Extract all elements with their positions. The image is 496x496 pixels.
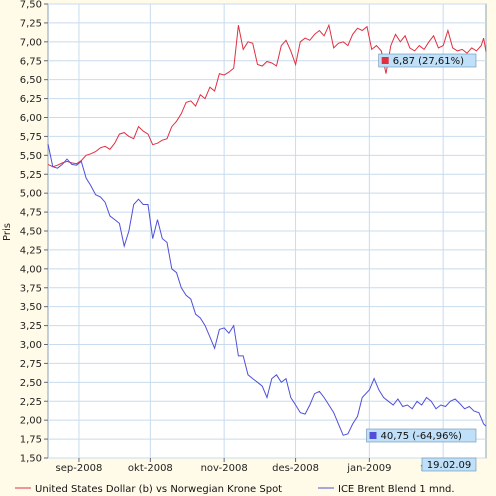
y-tick-label: 7,25 — [20, 18, 42, 29]
y-tick-label: 3,25 — [20, 321, 42, 332]
y-tick-label: 6,00 — [20, 113, 42, 124]
end-badge-box-1 — [366, 428, 477, 443]
x-tick-label: sep-2008 — [56, 463, 103, 474]
y-tick-label: 3,00 — [20, 340, 42, 351]
y-tick-label: 5,00 — [20, 189, 42, 200]
legend-label-usd-nok: United States Dollar (b) vs Norwegian Kr… — [35, 484, 282, 495]
x-tick-label: nov-2008 — [201, 463, 248, 474]
y-tick-label: 6,25 — [20, 94, 42, 105]
x-tick-label: des-2008 — [272, 463, 319, 474]
y-tick-label: 4,25 — [20, 245, 42, 256]
series-line-0 — [47, 23, 487, 168]
y-tick-label: 5,25 — [20, 170, 42, 181]
series-layer — [47, 23, 487, 436]
x-tick-label: jan-2009 — [346, 463, 391, 474]
end-date-badge-box — [421, 457, 477, 472]
y-tick-label: 1,75 — [20, 435, 42, 446]
end-badge-label-0: 6,87 (27,61%) — [393, 56, 464, 67]
y-tick-label: 5,50 — [20, 151, 42, 162]
y-tick-label: 2,00 — [20, 416, 42, 427]
y-tick-label: 2,25 — [20, 397, 42, 408]
end-badge-swatch-1 — [369, 432, 377, 439]
legend: United States Dollar (b) vs Norwegian Kr… — [15, 484, 455, 495]
end-date-badge: 19.02.09 — [421, 457, 477, 472]
y-tick-label: 4,50 — [20, 227, 42, 238]
end-badge-label-1: 40,75 (-64,96%) — [381, 431, 462, 442]
series-line-1 — [47, 143, 487, 436]
y-tick-label: 3,50 — [20, 302, 42, 313]
y-tick-label: 3,75 — [20, 283, 42, 294]
y-tick-label: 5,75 — [20, 132, 42, 143]
x-axis-ticks: sep-2008 okt-2008 nov-2008 des-2008 jan-2009… — [56, 458, 466, 474]
y-tick-label: 1,50 — [20, 454, 42, 465]
y-tick-label: 4,75 — [20, 208, 42, 219]
grid-lines — [48, 3, 486, 459]
y-tick-label: 6,50 — [20, 75, 42, 86]
y-tick-label: 2,75 — [20, 359, 42, 370]
y-tick-label: 7,00 — [20, 37, 42, 48]
end-badge-swatch-0 — [381, 57, 389, 64]
end-date-label: 19.02.09 — [427, 460, 472, 471]
y-tick-label: 4,00 — [20, 264, 42, 275]
y-axis-ticks: 7,50 7,25 7,00 6,75 6,50 6,25 6,00 5,75 5,50 5,25… — [20, 0, 48, 465]
y-tick-label: 2,50 — [20, 378, 42, 389]
y-tick-label: 6,75 — [20, 56, 42, 67]
x-tick-label: okt-2008 — [128, 463, 173, 474]
end-value-badges: 6,87 (27,61%) 40,75 (-64,96%) — [366, 53, 477, 443]
end-badge-box-0 — [378, 53, 477, 68]
y-axis-label: Pris — [2, 223, 13, 241]
y-tick-label: 7,50 — [20, 0, 42, 11]
legend-label-brent: ICE Brent Blend 1 mnd. — [338, 484, 455, 495]
